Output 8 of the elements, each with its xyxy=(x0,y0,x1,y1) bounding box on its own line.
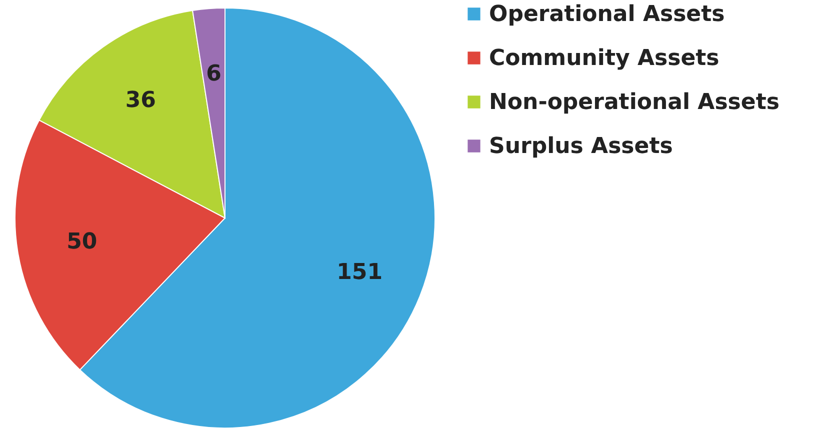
data-label: 6 xyxy=(206,61,222,86)
data-label: 151 xyxy=(336,260,383,285)
data-label: 36 xyxy=(125,88,156,114)
data-label: 50 xyxy=(66,229,98,254)
legend-label: Surplus Assets xyxy=(489,134,673,159)
legend-label: Non-operational Assets xyxy=(489,90,780,115)
legend-label: Community Assets xyxy=(489,46,720,71)
legend-label: Operational Assets xyxy=(489,2,725,27)
